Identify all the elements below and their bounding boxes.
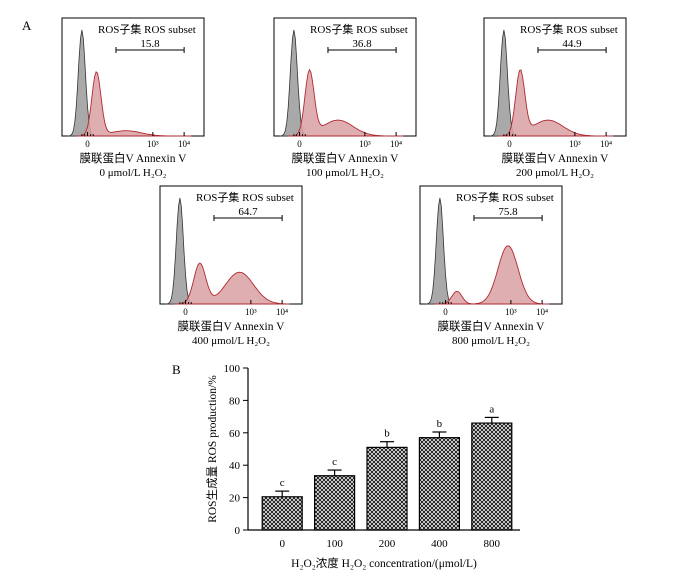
panel-label-a: A	[22, 18, 32, 33]
x-tick-label: 400	[431, 538, 448, 550]
gate-header: ROS子集 ROS subset	[196, 190, 294, 204]
x-tick-label: 800	[484, 538, 501, 550]
x-axis-title: H₂O₂浓度 H₂O₂ concentration/(μmol/L)	[291, 556, 477, 570]
x-axis-label: 膜联蛋白V Annexin V	[178, 319, 286, 333]
ros-histogram	[76, 70, 192, 137]
ros-histogram	[497, 69, 614, 137]
histogram-panel-1: ROS子集 ROS subset 15.8 0 10³ 10⁴ 膜联蛋白V Annexin…	[61, 17, 205, 179]
condition-label: 0 μmol/L H₂O₂	[100, 167, 167, 179]
x-tick-label: 0	[85, 139, 90, 149]
x-axis-label: 膜联蛋白V Annexin V	[292, 151, 400, 165]
gate-header: ROS子集 ROS subset	[520, 22, 618, 36]
bar-chart-panel: 0 20 40 60 80 100 c 0 c 100 b 200 b 400 a 800 H₂O₂浓度 H₂O…	[205, 363, 520, 570]
panel-label-b: B	[172, 362, 181, 377]
x-axis-label: 膜联蛋白V Annexin V	[438, 319, 546, 333]
histogram-panel-5: ROS子集 ROS subset 75.8 0 10³ 10⁴ 膜联蛋白V Annexin…	[419, 185, 563, 347]
y-tick-label: 100	[224, 363, 241, 375]
histogram-panel-4: ROS子集 ROS subset 64.7 0 10³ 10⁴ 膜联蛋白V Annexin…	[159, 185, 303, 347]
x-tick-label: 10³	[359, 139, 371, 149]
x-tick-label: 0	[183, 307, 188, 317]
x-axis-label: 膜联蛋白V Annexin V	[502, 151, 610, 165]
bar-100	[314, 475, 356, 531]
y-tick-label: 40	[229, 460, 241, 472]
x-tick-label: 10³	[147, 139, 159, 149]
gate-header: ROS子集 ROS subset	[98, 22, 196, 36]
histogram-panel-2: ROS子集 ROS subset 36.8 0 10³ 10⁴ 膜联蛋白V Annexin…	[273, 17, 417, 179]
histogram-panel-3: ROS子集 ROS subset 44.9 0 10³ 10⁴ 膜联蛋白V Annexin…	[483, 17, 627, 179]
condition-label: 400 μmol/L H₂O₂	[192, 335, 270, 347]
condition-label: 100 μmol/L H₂O₂	[306, 167, 384, 179]
x-tick-label: 10⁴	[276, 307, 288, 317]
x-tick-label: 10³	[505, 307, 517, 317]
gate-value: 75.8	[498, 206, 518, 218]
x-tick-label: 10⁴	[178, 139, 190, 149]
gate-header: ROS子集 ROS subset	[456, 190, 554, 204]
histogram-panels: ROS子集 ROS subset 15.8 0 10³ 10⁴ 膜联蛋白V Annexin…	[61, 17, 627, 347]
bar-800	[471, 422, 513, 531]
y-tick-label: 80	[229, 395, 241, 407]
ros-histogram	[174, 262, 290, 305]
significance-letter: b	[384, 428, 390, 440]
x-tick-label: 0	[279, 538, 285, 550]
x-tick-label: 0	[507, 139, 512, 149]
condition-label: 800 μmol/L H₂O₂	[452, 335, 530, 347]
x-tick-label: 10⁴	[600, 139, 612, 149]
y-tick-label: 0	[235, 525, 241, 537]
significance-letter: c	[280, 477, 285, 489]
gate-value: 15.8	[140, 38, 160, 50]
x-tick-label: 100	[326, 538, 343, 550]
x-tick-label: 0	[297, 139, 302, 149]
bar-0	[261, 496, 303, 531]
x-tick-label: 0	[443, 307, 448, 317]
gate-value: 64.7	[238, 206, 258, 218]
x-tick-label: 200	[379, 538, 396, 550]
ros-histogram	[287, 68, 404, 137]
significance-letter: a	[489, 403, 494, 415]
y-axis-title: ROS生成量 ROS production/%	[205, 375, 219, 523]
gate-value: 36.8	[352, 38, 372, 50]
y-tick-label: 60	[229, 428, 241, 440]
gate-header: ROS子集 ROS subset	[310, 22, 408, 36]
bar-200	[366, 446, 408, 531]
significance-letter: c	[332, 456, 337, 468]
condition-label: 200 μmol/L H₂O₂	[516, 167, 594, 179]
x-axis-label: 膜联蛋白V Annexin V	[80, 151, 188, 165]
x-tick-label: 10³	[245, 307, 257, 317]
x-tick-label: 10⁴	[390, 139, 402, 149]
bar-400	[418, 437, 460, 531]
ros-histogram	[434, 245, 550, 305]
gate-value: 44.9	[562, 38, 582, 50]
x-tick-label: 10³	[569, 139, 581, 149]
y-tick-label: 20	[229, 493, 241, 505]
x-tick-label: 10⁴	[536, 307, 548, 317]
significance-letter: b	[437, 418, 443, 430]
